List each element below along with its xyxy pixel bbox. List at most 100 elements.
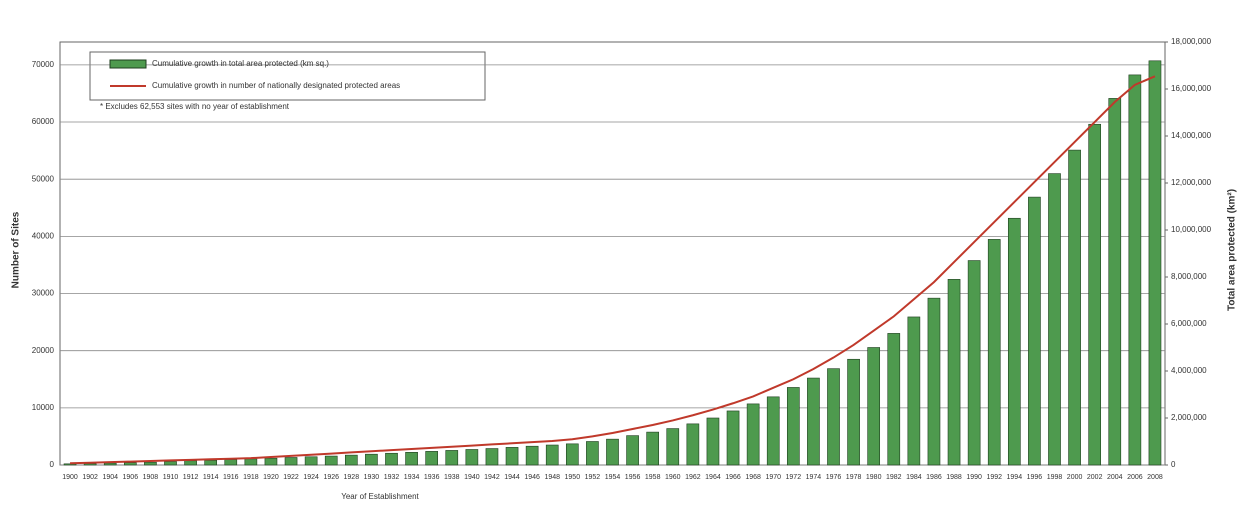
bar [144, 461, 157, 466]
legend-swatch [109, 59, 147, 69]
y2-tick-label: 4,000,000 [1171, 366, 1207, 375]
bar [626, 435, 639, 466]
x-tick-label: 1914 [203, 474, 219, 481]
y-tick-label: 40000 [32, 231, 55, 240]
x-tick-label: 1968 [745, 474, 761, 481]
x-tick-label: 1958 [645, 474, 661, 481]
bar [726, 410, 740, 466]
x-tick-label: 1984 [906, 474, 922, 481]
x-tick-label: 1962 [685, 474, 701, 481]
x-tick-label: 1976 [826, 474, 842, 481]
bar [445, 450, 459, 466]
bar [123, 462, 137, 466]
bar [284, 457, 298, 466]
x-tick-label: 1910 [163, 474, 179, 481]
bar [385, 452, 398, 466]
line [70, 75, 1156, 465]
y2-tick-label: 18,000,000 [1171, 37, 1212, 46]
x-tick-label: 2000 [1067, 474, 1083, 481]
x-tick-label: 1964 [705, 474, 721, 481]
bar [565, 443, 579, 466]
x-tick-label: 2002 [1087, 474, 1103, 481]
y2-tick-label: 10,000,000 [1171, 225, 1212, 234]
bar [304, 456, 318, 466]
x-tick-label: 1934 [404, 474, 420, 481]
x-tick-label: 1986 [926, 474, 942, 481]
x-tick-label: 1906 [123, 474, 139, 481]
x-tick-label: 1942 [484, 474, 500, 481]
x-tick-label: 1948 [544, 474, 560, 481]
legend-label: Cumulative growth in number of nationall… [152, 81, 400, 90]
x-tick-label: 1988 [946, 474, 962, 481]
y2-tick-label: 2,000,000 [1171, 413, 1207, 422]
x-tick-label: 1920 [263, 474, 279, 481]
bar [766, 396, 780, 466]
y-tick-label: 30000 [32, 289, 55, 298]
bar [224, 459, 238, 466]
bar [807, 377, 820, 466]
bar [425, 451, 439, 466]
y-tick-label: 70000 [32, 60, 55, 69]
bar [204, 459, 218, 466]
bar [887, 333, 901, 466]
bar [827, 368, 840, 466]
x-tick-label: 2004 [1107, 474, 1123, 481]
bar [907, 316, 921, 466]
bar [1128, 74, 1142, 466]
x-tick-label: 1904 [102, 474, 118, 481]
bar [264, 457, 278, 466]
x-tick-label: 1974 [806, 474, 822, 481]
x-tick-label: 1956 [625, 474, 641, 481]
bar [786, 387, 800, 466]
bar [164, 461, 177, 466]
x-tick-label: 1990 [966, 474, 982, 481]
bar [344, 454, 358, 466]
y-tick-label: 20000 [32, 346, 55, 355]
bar [405, 452, 418, 466]
x-tick-label: 1992 [986, 474, 1002, 481]
x-tick-label: 1912 [183, 474, 199, 481]
x-tick-label: 1980 [866, 474, 882, 481]
bar [1088, 123, 1102, 466]
x-tick-label: 1952 [585, 474, 601, 481]
x-tick-label: 1926 [323, 474, 339, 481]
legend-label: Cumulative growth in total area protecte… [152, 59, 329, 68]
bar [666, 428, 680, 466]
y2-tick-label: 12,000,000 [1171, 178, 1212, 187]
bar [947, 279, 961, 466]
bar [505, 447, 519, 466]
x-tick-label: 1966 [725, 474, 741, 481]
y2-tick-label: 16,000,000 [1171, 84, 1212, 93]
x-tick-label: 1902 [82, 474, 98, 481]
bar [746, 403, 760, 466]
x-tick-label: 1960 [665, 474, 681, 481]
x-tick-label: 1930 [364, 474, 380, 481]
bar [586, 441, 599, 466]
bar [525, 445, 539, 466]
y-tick-label: 10000 [32, 403, 55, 412]
bar [646, 431, 660, 466]
bar [1068, 149, 1081, 466]
bar [545, 444, 559, 466]
y2-axis-title: Total area protected (km²) [1227, 189, 1238, 311]
y2-tick-label: 14,000,000 [1171, 131, 1212, 140]
x-tick-label: 1918 [243, 474, 259, 481]
x-tick-label: 2006 [1127, 474, 1143, 481]
x-tick-label: 1994 [1007, 474, 1023, 481]
x-tick-label: 1916 [223, 474, 239, 481]
x-tick-label: 2008 [1147, 474, 1163, 481]
x-tick-label: 1946 [524, 474, 540, 481]
y-axis-title: Number of Sites [11, 211, 22, 288]
bar [686, 423, 700, 466]
x-tick-label: 1998 [1047, 474, 1063, 481]
bar [606, 438, 619, 466]
note: * Excludes 62,553 sites with no year of … [100, 102, 290, 111]
bar [244, 458, 258, 466]
x-tick-label: 1940 [464, 474, 480, 481]
bar [1028, 196, 1041, 466]
bar [1108, 98, 1122, 466]
x-tick-label: 1928 [344, 474, 360, 481]
y-tick-label: 60000 [32, 117, 55, 126]
bar [324, 455, 338, 466]
